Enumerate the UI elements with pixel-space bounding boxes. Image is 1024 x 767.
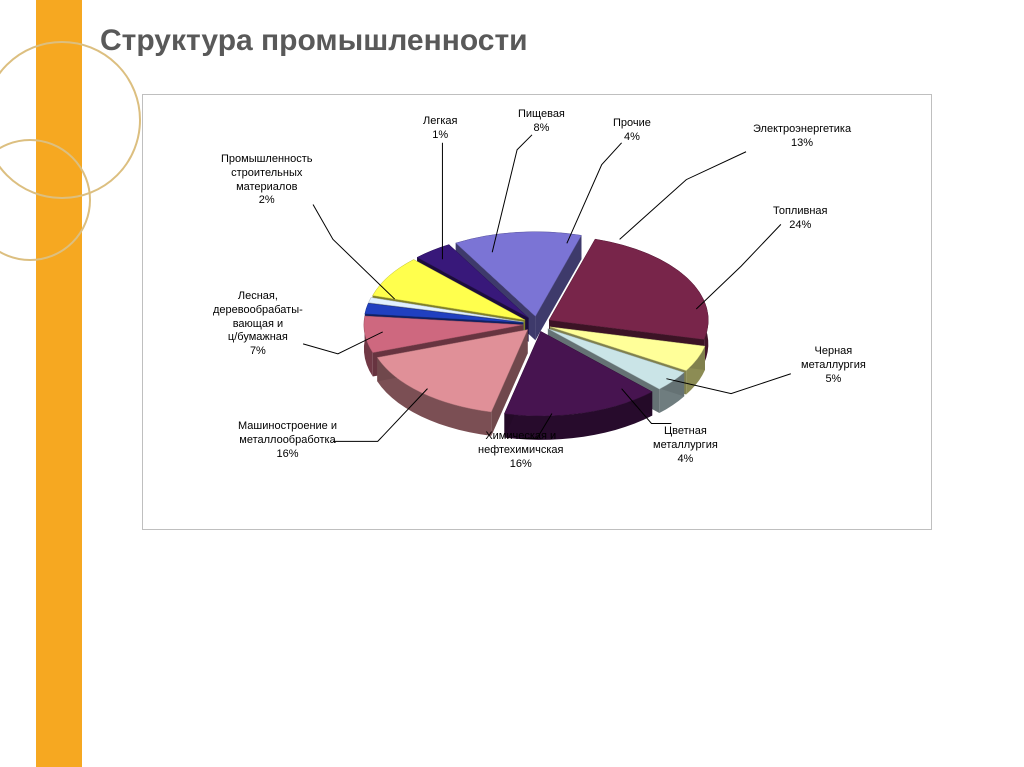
slide: Структура промышленности Электроэнергети… (0, 0, 1024, 767)
pie-label: Прочие 4% (613, 117, 651, 145)
orange-band (36, 0, 82, 767)
pie-labels-layer: Электроэнергетика 13% Топливная 24% Черная… (143, 95, 931, 529)
pie-label: Пищевая 8% (518, 108, 565, 136)
pie-chart: Электроэнергетика 13% Топливная 24% Черная… (143, 95, 931, 529)
pie-label: Лесная, деревообрабаты- вающая и ц/бумаж… (213, 290, 303, 359)
pie-label: Топливная 24% (773, 205, 828, 233)
pie-label: Легкая 1% (423, 115, 457, 143)
page-title: Структура промышленности (100, 24, 528, 58)
pie-label: Машиностроение и металлообработка 16% (238, 420, 337, 461)
pie-label: Химическая и нефтехимичская 16% (478, 430, 564, 471)
pie-label: Электроэнергетика 13% (753, 123, 851, 151)
pie-label: Промышленность строительных материалов 2… (221, 153, 313, 208)
pie-label: Цветная металлургия 4% (653, 425, 718, 466)
chart-box: Электроэнергетика 13% Топливная 24% Черная… (142, 94, 932, 530)
pie-label: Черная металлургия 5% (801, 345, 866, 386)
